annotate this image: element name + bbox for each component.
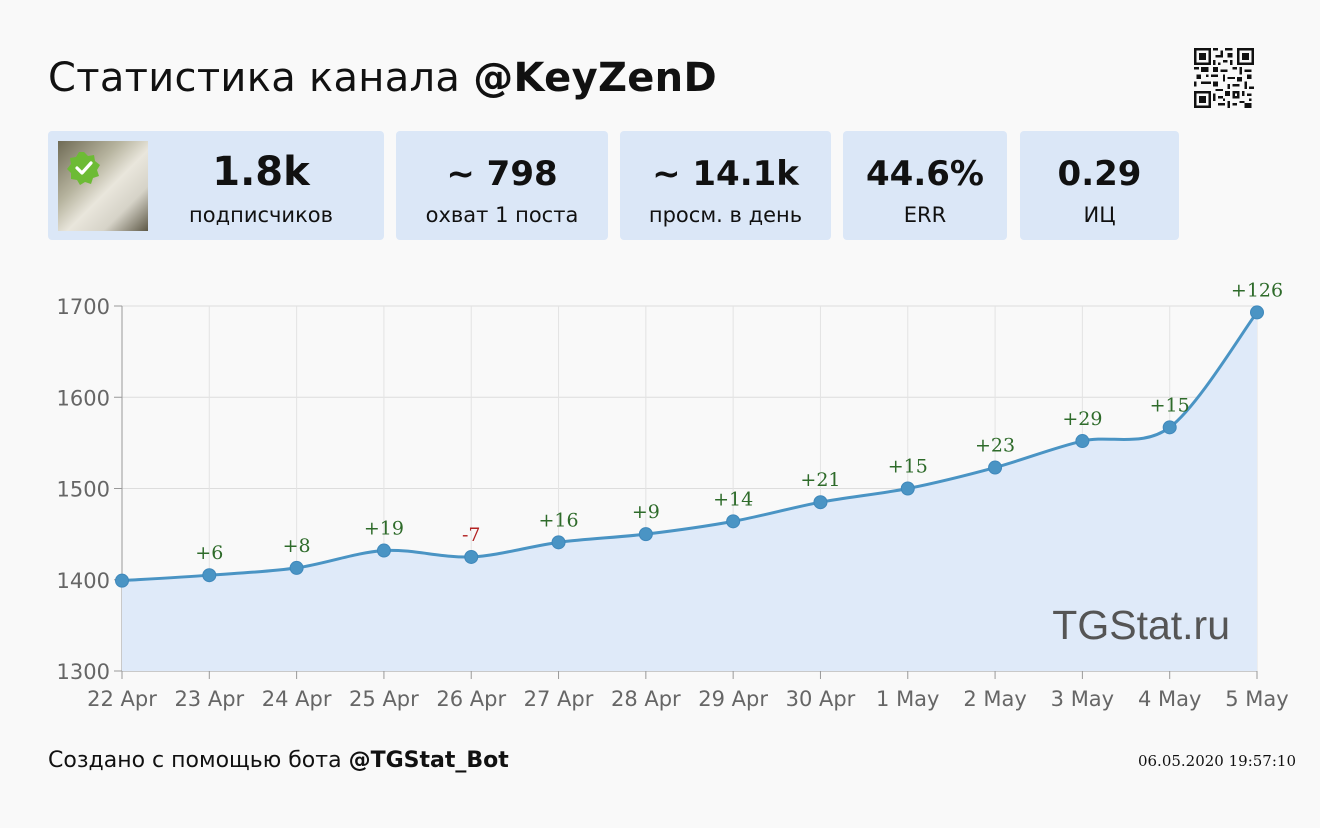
page-title: Статистика канала @KeyZenD: [48, 52, 717, 104]
data-point: [551, 535, 566, 550]
stat-card-subscribers: 1.8k подписчиков: [48, 131, 384, 240]
x-tick-label: 5 May: [1225, 687, 1288, 711]
x-tick-label: 25 Apr: [349, 687, 419, 711]
subscribers-value: 1.8k: [212, 149, 310, 195]
channel-name: @KeyZenD: [473, 55, 717, 101]
citation-index-label: ИЦ: [1083, 203, 1116, 227]
x-tick-label: 22 Apr: [87, 687, 157, 711]
y-tick-label: 1500: [57, 478, 110, 502]
x-tick-label: 4 May: [1138, 687, 1201, 711]
data-point: [726, 514, 741, 529]
x-tick-label: 23 Apr: [174, 687, 244, 711]
daily-views-label: просм. в день: [648, 203, 803, 227]
data-point: [1075, 434, 1090, 449]
stat-card-err: 44.6% ERR: [843, 131, 1007, 240]
x-tick-label: 27 Apr: [524, 687, 594, 711]
y-tick-label: 1300: [57, 660, 110, 684]
qr-code-icon: [1194, 48, 1254, 108]
data-label: +14: [713, 488, 753, 510]
data-label: +21: [800, 469, 840, 491]
data-point: [115, 573, 129, 588]
watermark: TGStat.ru: [1052, 602, 1230, 648]
data-point: [1162, 420, 1177, 435]
data-label: +16: [538, 509, 578, 531]
reach-value: ~ 798: [446, 154, 558, 194]
footer-prefix: Создано с помощью бота: [48, 748, 342, 773]
stat-card-citation-index: 0.29 ИЦ: [1020, 131, 1179, 240]
title-prefix: Статистика канала: [48, 55, 461, 101]
x-tick-label: 2 May: [963, 687, 1026, 711]
reach-label: охват 1 поста: [425, 203, 579, 227]
subscribers-chart: TGStat.ru 1300 1400 1500 1600 1700 22 Apr 23 A…: [57, 279, 1289, 711]
data-label: +8: [283, 535, 311, 557]
footer-credit: Создано с помощью бота @TGStat_Bot: [48, 746, 509, 776]
data-point: [900, 481, 915, 496]
x-tick-label: 3 May: [1051, 687, 1114, 711]
err-value: 44.6%: [866, 154, 984, 194]
x-tick-label: 29 Apr: [698, 687, 768, 711]
data-point: [202, 568, 217, 583]
subscribers-label: подписчиков: [189, 203, 333, 227]
citation-index-value: 0.29: [1057, 154, 1142, 194]
avatar: [58, 141, 148, 231]
data-label: +126: [1231, 279, 1283, 301]
stat-card-daily-views: ~ 14.1k просм. в день: [620, 131, 831, 240]
err-label: ERR: [903, 203, 947, 227]
x-tick-label: 26 Apr: [436, 687, 506, 711]
data-label: +15: [888, 456, 928, 478]
bot-link[interactable]: @TGStat_Bot: [348, 748, 509, 773]
data-label: -7: [462, 524, 481, 546]
data-point: [813, 495, 828, 510]
y-tick-label: 1700: [57, 295, 110, 319]
data-label: +15: [1150, 394, 1190, 416]
data-point: [464, 549, 479, 564]
daily-views-value: ~ 14.1k: [652, 154, 799, 194]
y-tick-label: 1400: [57, 569, 110, 593]
timestamp: 06.05.2020 19:57:10: [1137, 752, 1296, 770]
data-point: [376, 543, 391, 558]
data-label: +23: [975, 435, 1015, 457]
data-label: +6: [195, 542, 223, 564]
data-label: +9: [632, 501, 660, 523]
x-tick-label: 1 May: [876, 687, 939, 711]
data-point: [289, 560, 304, 575]
y-tick-label: 1600: [57, 386, 110, 410]
verified-check-icon: [67, 152, 100, 185]
data-point: [638, 527, 653, 542]
x-tick-label: 30 Apr: [786, 687, 856, 711]
data-point: [988, 460, 1003, 475]
data-label: +29: [1062, 408, 1102, 430]
x-tick-label: 24 Apr: [262, 687, 332, 711]
stat-card-reach: ~ 798 охват 1 поста: [396, 131, 608, 240]
area-fill: [122, 312, 1257, 671]
data-label: +19: [364, 518, 404, 540]
data-point: [1250, 305, 1264, 320]
x-tick-label: 28 Apr: [611, 687, 681, 711]
